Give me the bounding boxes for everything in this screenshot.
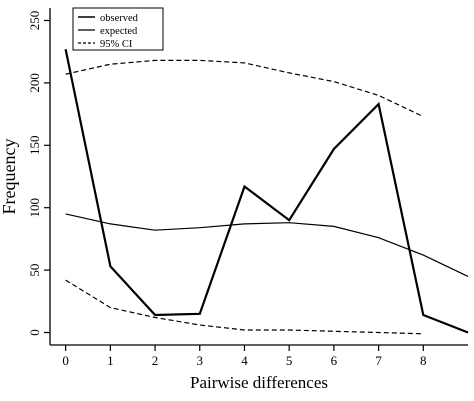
legend: observed expected 95% CI (72, 7, 164, 51)
y-tick-label: 200 (27, 73, 42, 93)
x-tick-label: 1 (107, 353, 114, 368)
x-axis-label: Pairwise differences (190, 373, 328, 392)
x-tick-label: 6 (331, 353, 338, 368)
x-tick-label: 3 (197, 353, 204, 368)
axes: 0 50 100 150 200 250 0 1 2 3 4 5 6 7 8 (27, 8, 468, 368)
y-tick-label: 250 (27, 11, 42, 31)
y-tick-label: 0 (27, 329, 42, 336)
y-tick-label: 100 (27, 198, 42, 218)
y-tick-label: 150 (27, 136, 42, 156)
y-tick-label: 50 (27, 264, 42, 277)
y-axis-ticks: 0 50 100 150 200 250 (27, 11, 50, 336)
x-tick-label: 7 (375, 353, 382, 368)
x-tick-label: 0 (62, 353, 69, 368)
x-tick-label: 8 (420, 353, 427, 368)
x-tick-label: 2 (152, 353, 159, 368)
series-line-95-ci (65, 59, 424, 118)
x-tick-label: 5 (286, 353, 293, 368)
series-layer (64, 48, 469, 335)
x-tick-label: 4 (241, 353, 248, 368)
series-line-expected (65, 213, 469, 277)
series-line-lower-ci (65, 279, 424, 335)
y-axis-label: Frequency (0, 139, 19, 215)
x-axis-ticks: 0 1 2 3 4 5 6 7 8 (62, 345, 427, 368)
legend-label: 95% CI (100, 39, 133, 50)
legend-label: observed (100, 13, 139, 24)
legend-label: expected (100, 26, 138, 37)
series-line-observed (64, 48, 469, 334)
